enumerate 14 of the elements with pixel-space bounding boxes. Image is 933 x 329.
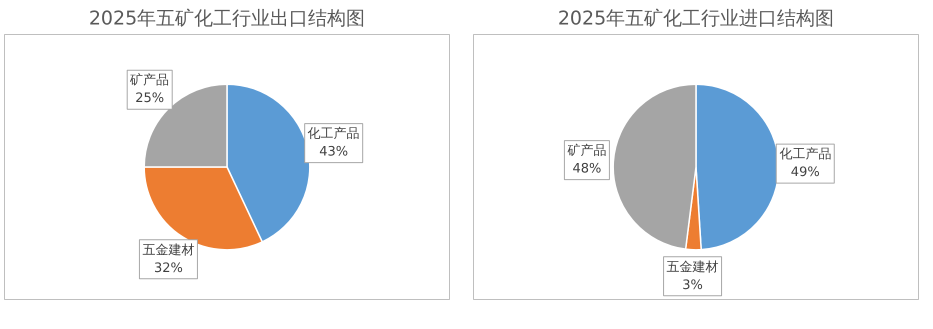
chart-title: 2025年五矿化工行业出口结构图 [88,8,366,30]
slice-label: 五金建材 [142,242,194,258]
slice-label: 化工产品 [779,147,832,162]
slice-label: 化工产品 [308,126,360,142]
chart-title: 2025年五矿化工行业进口结构图 [558,8,834,30]
data-label: 49% [790,165,820,180]
data-label: 3% [682,278,703,293]
slice-label: 五金建材 [666,260,719,275]
data-label: 32% [154,260,183,276]
slice-label: 矿产品 [566,144,606,159]
slice-label: 矿产品 [129,73,170,88]
data-label: 48% [572,162,602,177]
data-label: 43% [319,144,348,160]
data-label: 25% [135,91,164,106]
